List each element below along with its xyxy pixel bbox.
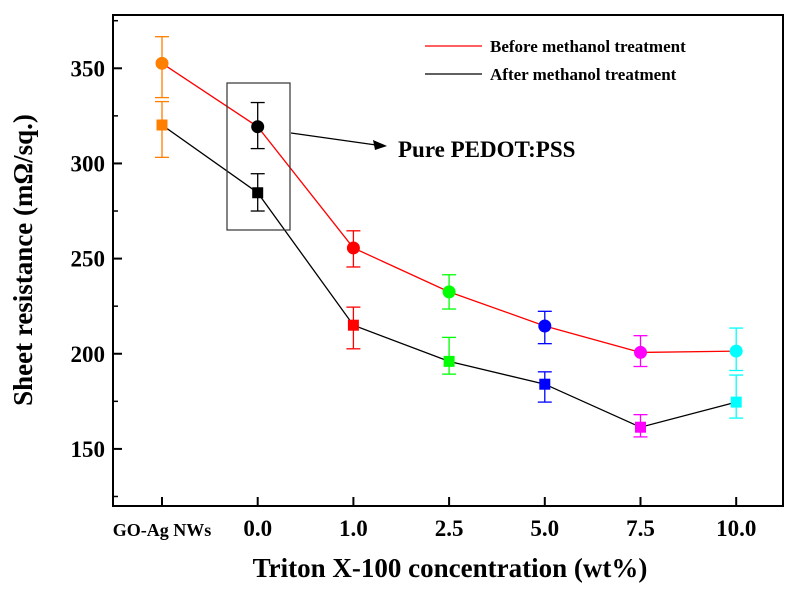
plot-frame — [112, 14, 784, 507]
data-point — [346, 241, 360, 255]
x-tick-label: GO-Ag NWs — [113, 520, 212, 540]
data-point — [155, 56, 169, 70]
data-point — [729, 344, 743, 358]
y-tick-label: 150 — [71, 437, 106, 462]
annotation-text: Pure PEDOT:PSS — [398, 137, 575, 162]
data-point — [730, 396, 742, 408]
data-point — [635, 421, 646, 433]
legend-label-before: Before methanol treatment — [490, 37, 686, 56]
x-axis-label: Triton X-100 concentration (wt%) — [253, 553, 648, 583]
data-point — [251, 120, 265, 134]
data-point — [442, 285, 456, 299]
annotation: Pure PEDOT:PSS — [226, 82, 575, 231]
x-tick-label: 7.5 — [626, 516, 655, 541]
x-tick-label: 5.0 — [530, 516, 559, 541]
x-tick-label: 10.0 — [716, 516, 756, 541]
x-tick-label: 0.0 — [243, 516, 272, 541]
y-tick-label: 350 — [71, 56, 106, 81]
y-tick-label: 300 — [71, 151, 106, 176]
y-tick-label: 200 — [71, 342, 106, 367]
plot-marks — [155, 36, 744, 438]
axes: 150 200 250 300 350 GO-Ag NWs 0.0 1.0 2.5 5.0 7.5 1… — [71, 19, 756, 541]
y-tick-label: 250 — [71, 247, 106, 272]
arrowhead-icon — [373, 140, 387, 150]
annotation-box — [226, 82, 291, 231]
annotation-arrow — [290, 132, 377, 146]
x-tick-label: 1.0 — [339, 516, 368, 541]
y-axis-label: Sheet resistance (mΩ/sq.) — [8, 114, 38, 406]
data-point — [538, 319, 552, 333]
data-point — [347, 319, 359, 331]
legend: Before methanol treatment After methanol… — [425, 37, 686, 84]
data-point — [443, 355, 455, 367]
x-tick-label: 2.5 — [435, 516, 464, 541]
data-point — [634, 345, 647, 359]
data-point — [156, 119, 168, 131]
data-point — [539, 378, 551, 390]
data-point — [252, 187, 264, 199]
legend-label-after: After methanol treatment — [490, 65, 677, 84]
